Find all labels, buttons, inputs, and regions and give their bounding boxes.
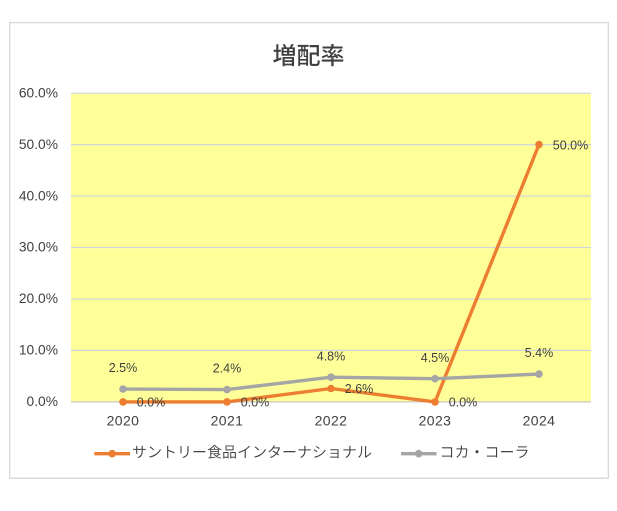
svg-text:30.0%: 30.0% [19, 240, 58, 255]
svg-text:2021: 2021 [211, 412, 244, 428]
svg-text:2.6%: 2.6% [345, 382, 374, 396]
svg-text:5.4%: 5.4% [525, 346, 554, 360]
svg-text:0.0%: 0.0% [137, 396, 166, 410]
svg-text:2024: 2024 [523, 412, 556, 428]
svg-text:4.5%: 4.5% [421, 351, 450, 365]
svg-text:2.4%: 2.4% [213, 362, 242, 376]
svg-text:0.0%: 0.0% [449, 396, 478, 410]
svg-text:50.0%: 50.0% [19, 137, 58, 152]
svg-text:50.0%: 50.0% [553, 138, 588, 152]
svg-text:40.0%: 40.0% [19, 188, 58, 203]
svg-text:20.0%: 20.0% [19, 291, 58, 306]
svg-text:0.0%: 0.0% [27, 394, 58, 409]
svg-text:2.5%: 2.5% [109, 361, 138, 375]
svg-text:0.0%: 0.0% [241, 396, 269, 410]
svg-text:2022: 2022 [315, 412, 348, 428]
svg-text:2023: 2023 [419, 412, 452, 428]
svg-text:4.8%: 4.8% [317, 349, 346, 363]
svg-text:10.0%: 10.0% [19, 343, 58, 358]
svg-text:60.0%: 60.0% [19, 85, 58, 100]
svg-text:2020: 2020 [107, 412, 140, 428]
